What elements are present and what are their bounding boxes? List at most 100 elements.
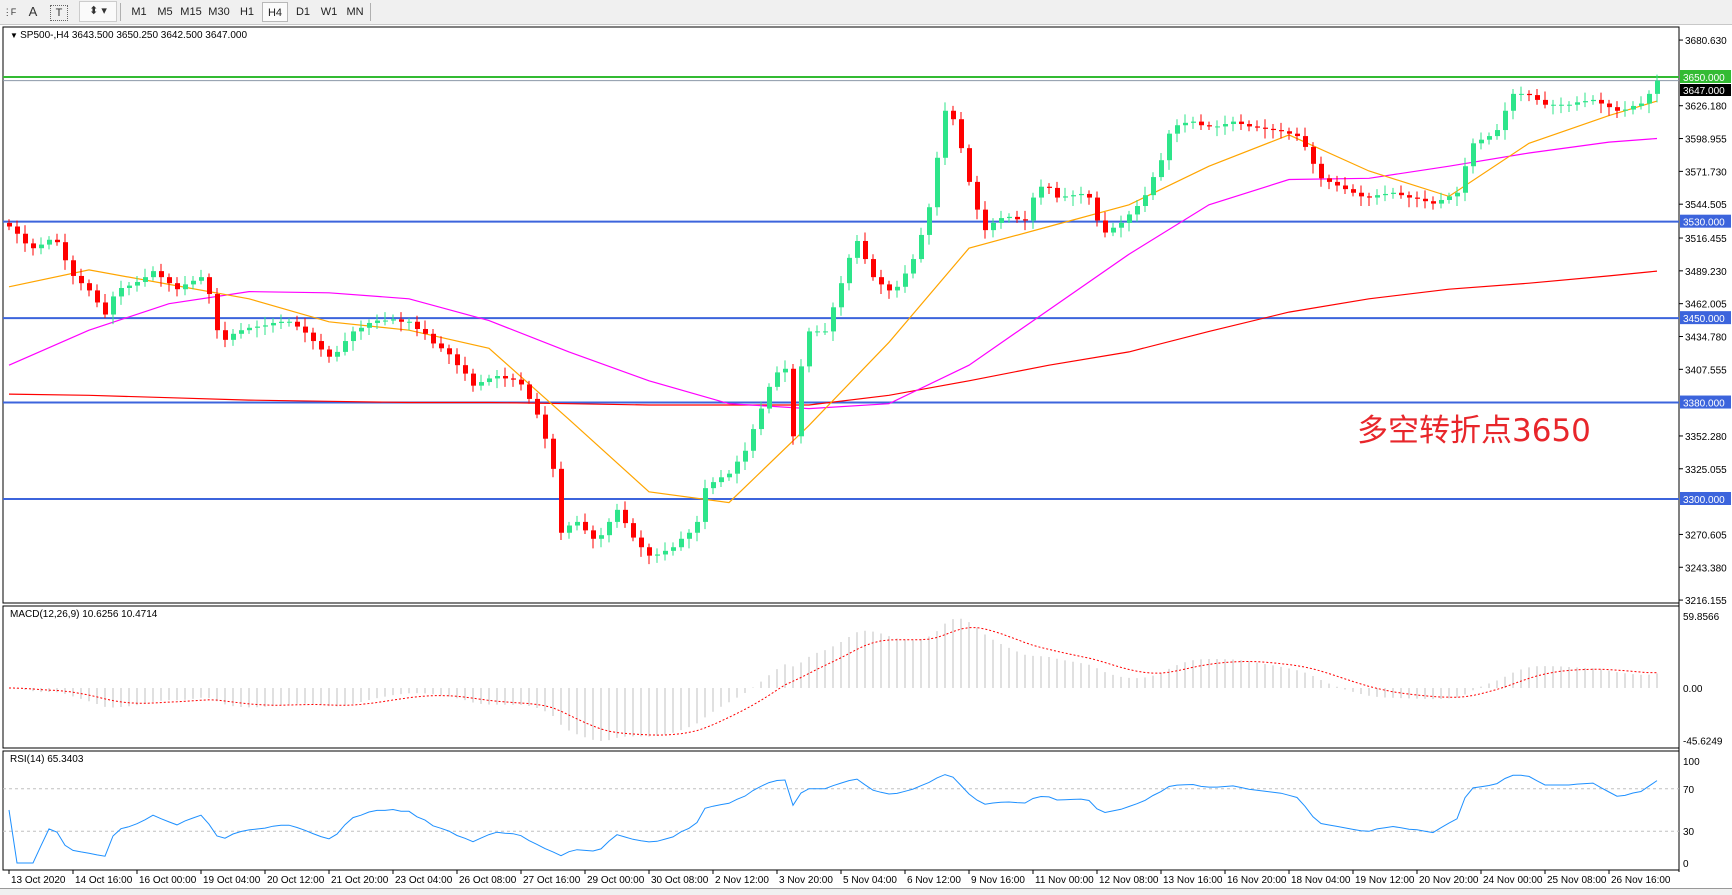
candle-body xyxy=(991,222,996,231)
candle-body xyxy=(1599,99,1604,104)
candle-body xyxy=(439,343,444,349)
time-axis-label: 24 Nov 00:00 xyxy=(1483,875,1543,886)
candle-body xyxy=(1039,186,1044,198)
timeframe-m5[interactable]: M5 xyxy=(157,6,173,18)
candle-body xyxy=(23,233,28,244)
hline-price-tag xyxy=(1680,311,1731,325)
candle-body xyxy=(359,327,364,332)
candle-body xyxy=(503,376,508,379)
macd-axis-label: -45.6249 xyxy=(1683,736,1723,747)
candle-body xyxy=(847,257,852,284)
hline-price-label: 3380.000 xyxy=(1683,399,1725,410)
price-axis-label: 3598.955 xyxy=(1685,135,1727,146)
candle-body xyxy=(1423,198,1428,202)
candle-body xyxy=(879,277,884,285)
macd-axis-label: 0.00 xyxy=(1683,684,1703,695)
candle-body xyxy=(311,332,316,342)
candle-body xyxy=(615,509,620,522)
timeframe-d1[interactable]: D1 xyxy=(295,6,311,18)
text-label-icon[interactable]: T xyxy=(50,5,68,21)
candle-body xyxy=(695,521,700,533)
candle-body xyxy=(1455,192,1460,197)
candle-body xyxy=(431,333,436,344)
timeframe-m1[interactable]: M1 xyxy=(131,6,147,18)
candle-body xyxy=(663,550,668,555)
text-icon[interactable]: A xyxy=(28,4,38,19)
candle-body xyxy=(1103,220,1108,233)
candle-body xyxy=(495,376,500,379)
candle-body xyxy=(1239,121,1244,125)
macd-signal-line xyxy=(8,627,1658,736)
candle-body xyxy=(671,547,676,551)
hline-price-label: 3650.000 xyxy=(1683,73,1725,84)
timeframe-mn[interactable]: MN xyxy=(346,6,364,18)
candle-body xyxy=(103,302,108,315)
time-axis-label: 16 Nov 20:00 xyxy=(1227,875,1287,886)
candle-body xyxy=(263,325,268,327)
ma-slow-line xyxy=(8,270,1658,406)
candle-body xyxy=(471,373,476,386)
candle-body xyxy=(119,287,124,297)
candle-body xyxy=(87,283,92,291)
candle-body xyxy=(1015,216,1020,220)
candle-body xyxy=(279,321,284,323)
candle-body xyxy=(55,239,60,243)
candle-body xyxy=(783,368,788,373)
candle-body xyxy=(919,234,924,260)
candle-body xyxy=(1527,93,1532,96)
arrows-icon[interactable]: ⬍ ▾ xyxy=(79,1,117,22)
candle-body xyxy=(1567,104,1572,106)
candle-body xyxy=(1463,166,1468,193)
candle-body xyxy=(1407,195,1412,198)
candle-body xyxy=(1295,133,1300,137)
candle-body xyxy=(703,488,708,522)
timeframe-h4[interactable]: H4 xyxy=(262,2,288,22)
candle-body xyxy=(1495,130,1500,137)
candle-body xyxy=(247,327,252,331)
timeframe-m30[interactable]: M30 xyxy=(208,6,230,18)
candle-body xyxy=(407,321,412,323)
candle-body xyxy=(335,351,340,357)
candle-body xyxy=(711,482,716,489)
time-axis-label: 12 Nov 08:00 xyxy=(1099,875,1159,886)
time-axis-label: 3 Nov 20:00 xyxy=(779,875,833,886)
candle-body xyxy=(1607,103,1612,108)
candle-body xyxy=(287,321,292,323)
ma-fast-line xyxy=(8,100,1658,504)
candle-body xyxy=(391,319,396,321)
hline-price-label: 3530.000 xyxy=(1683,218,1725,229)
candle-body xyxy=(623,509,628,524)
price-axis-label: 3270.605 xyxy=(1685,530,1727,541)
candle-body xyxy=(183,284,188,290)
candle-body xyxy=(1231,121,1236,125)
candle-body xyxy=(199,277,204,281)
timeframe-h1[interactable]: H1 xyxy=(239,6,255,18)
price-axis-label: 3407.555 xyxy=(1685,365,1727,376)
candle-body xyxy=(1343,185,1348,190)
fibonacci-icon[interactable]: ⋮F xyxy=(2,7,17,17)
candle-body xyxy=(255,326,260,328)
candle-body xyxy=(1143,195,1148,207)
timeframe-w1[interactable]: W1 xyxy=(320,6,338,18)
candle-body xyxy=(815,331,820,333)
candle-body xyxy=(567,525,572,533)
timeframe-m15[interactable]: M15 xyxy=(180,6,202,18)
candle-body xyxy=(1335,181,1340,186)
price-axis-label: 3489.230 xyxy=(1685,267,1727,278)
candle-body xyxy=(127,285,132,288)
candle-body xyxy=(551,438,556,469)
candle-body xyxy=(1311,146,1316,164)
candle-body xyxy=(727,473,732,478)
candle-body xyxy=(1639,103,1644,106)
hline-price-tag xyxy=(1680,214,1731,228)
candle-body xyxy=(1167,133,1172,161)
candle-body xyxy=(399,319,404,322)
candle-body xyxy=(383,320,388,322)
candle-body xyxy=(959,119,964,149)
price-axis-label: 3626.180 xyxy=(1685,102,1727,113)
candle-body xyxy=(807,331,812,367)
candle-body xyxy=(1591,99,1596,102)
candle-body xyxy=(591,530,596,539)
candle-body xyxy=(1559,104,1564,106)
